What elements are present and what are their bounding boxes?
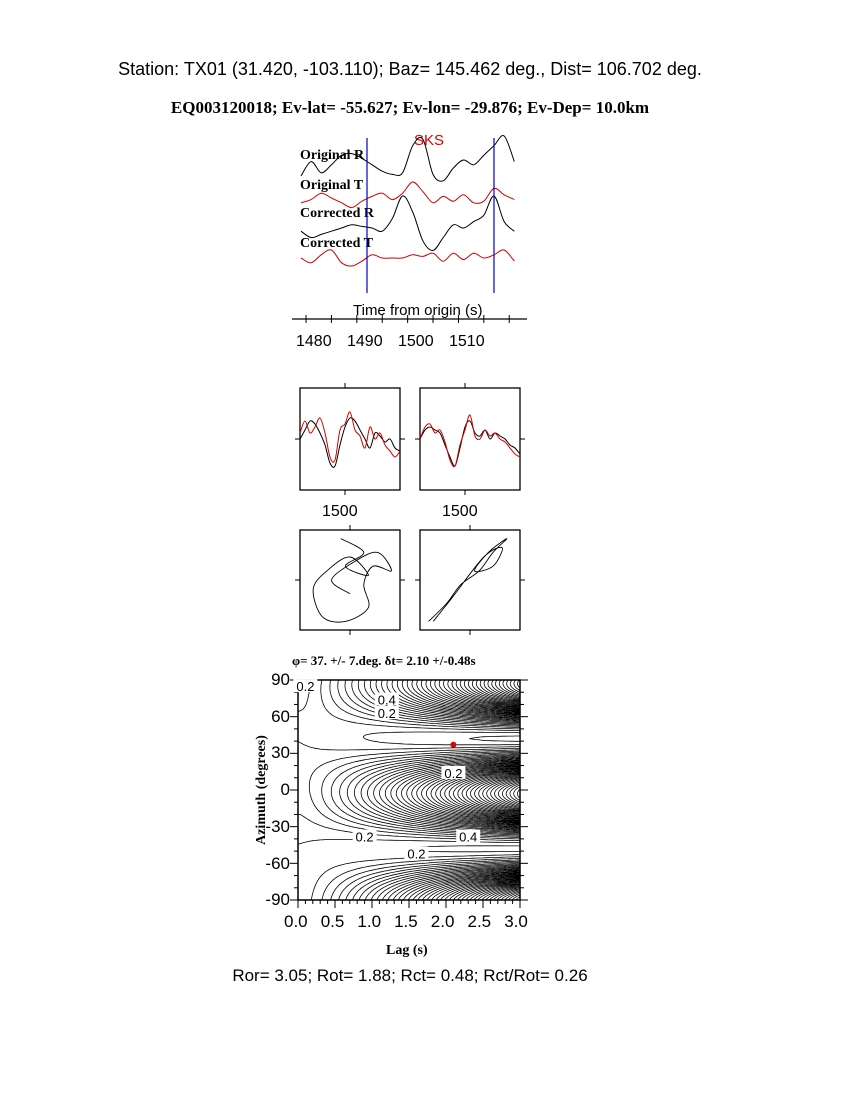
time-tick-label: 1480 xyxy=(296,333,332,350)
ratio-summary: Ror= 3.05; Rot= 1.88; Rct= 0.48; Rct/Rot… xyxy=(232,966,588,985)
contour-label-bg xyxy=(441,765,466,779)
trace-corrected-r xyxy=(300,195,515,251)
contour-label: 0.2 xyxy=(296,679,314,694)
contour-title: φ= 37. +/- 7.deg. δt= 2.10 +/-0.48s xyxy=(292,653,476,668)
contour-label: 0.2 xyxy=(356,829,374,844)
x-tick-label: 3.0 xyxy=(504,912,528,931)
contour-label: 0.2 xyxy=(407,847,425,862)
contour-label: 0.4 xyxy=(378,693,396,708)
trace-original-r xyxy=(300,135,515,182)
waveform-box xyxy=(299,387,401,491)
window-tick-label: 1500 xyxy=(442,503,478,520)
time-axis-label: Time from origin (s) xyxy=(353,302,483,319)
time-tick-label: 1490 xyxy=(347,333,383,350)
contour-label: 0.2 xyxy=(378,706,396,721)
contour-label-bg xyxy=(374,692,399,706)
time-tick-label: 1510 xyxy=(449,333,485,350)
trace-corrected-t xyxy=(300,249,515,267)
x-tick-label: 0.5 xyxy=(320,912,345,931)
waveform-black xyxy=(299,417,401,468)
x-axis-label: Lag (s) xyxy=(386,943,428,958)
particle-motion-path xyxy=(312,538,392,623)
trace-label: Original R xyxy=(300,148,365,163)
phase-label: SKS xyxy=(414,132,445,149)
waveform-red xyxy=(419,414,521,468)
x-tick-label: 2.5 xyxy=(467,912,492,931)
contour-label: 0.4 xyxy=(459,829,477,844)
y-tick-label: 0 xyxy=(280,780,290,800)
trace-label: Corrected T xyxy=(300,236,373,251)
x-tick-label: 1.5 xyxy=(394,912,418,931)
event-title: EQ003120018; Ev-lat= -55.627; Ev-lon= -2… xyxy=(170,98,650,117)
trace-label: Original T xyxy=(300,178,364,193)
contour-label-bg xyxy=(404,846,429,860)
x-tick-label: 2.0 xyxy=(430,912,455,931)
contour-label-bg xyxy=(456,829,481,843)
particle-motion-path xyxy=(428,538,508,622)
y-tick-label: -30 xyxy=(265,816,290,836)
y-tick-label: 60 xyxy=(271,706,290,726)
particle-motion-box xyxy=(299,529,401,631)
contour-lines xyxy=(297,679,521,901)
time-tick-label: 1500 xyxy=(398,333,434,350)
contour-label: 0.2 xyxy=(444,766,462,781)
y-tick-label: -60 xyxy=(265,853,290,873)
trace-original-t xyxy=(300,181,515,209)
contour-label-bg xyxy=(293,679,318,693)
x-tick-label: 0.0 xyxy=(284,912,308,931)
x-tick-label: 1.0 xyxy=(357,912,382,931)
trace-label: Corrected R xyxy=(300,206,374,221)
y-tick-label: -90 xyxy=(265,890,290,910)
waveform-black xyxy=(419,420,521,467)
station-title: Station: TX01 (31.420, -103.110); Baz= 1… xyxy=(118,59,702,79)
best-fit-marker xyxy=(450,741,457,748)
y-tick-label: 90 xyxy=(271,670,290,689)
y-tick-label: 30 xyxy=(271,743,290,763)
waveform-red xyxy=(299,411,401,463)
window-tick-label: 1500 xyxy=(322,503,358,520)
contour-label-bg xyxy=(374,706,399,719)
contour-label-bg xyxy=(352,829,377,843)
